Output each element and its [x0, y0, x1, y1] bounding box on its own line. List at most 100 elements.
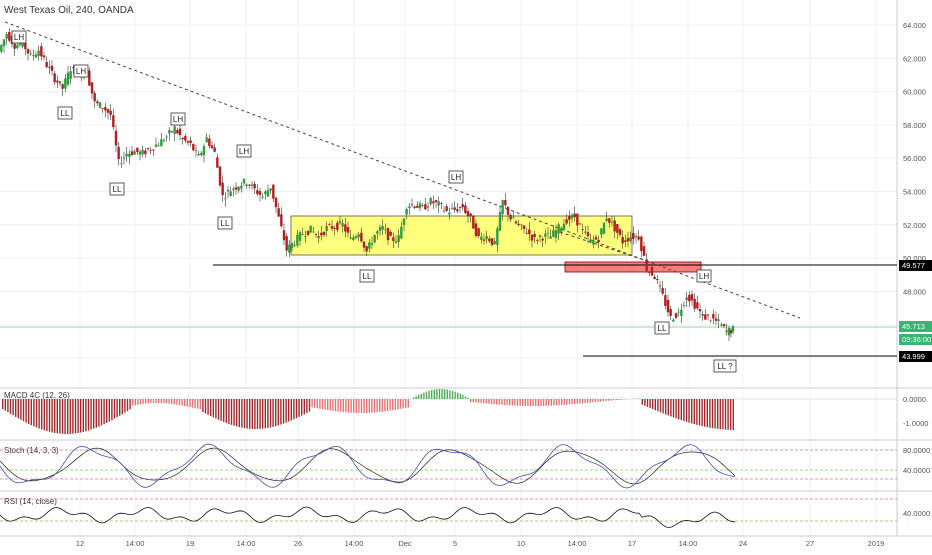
candle-body — [453, 207, 455, 209]
macd-bar — [5, 399, 6, 411]
candle-body — [101, 108, 103, 109]
macd-bar — [512, 399, 513, 405]
macd-bar — [254, 399, 255, 429]
macd-bar — [428, 391, 429, 399]
macd-bar — [272, 399, 273, 427]
candle-body — [611, 222, 613, 223]
candle-body — [509, 215, 511, 219]
candle-body — [643, 246, 645, 256]
swing-label-ll[interactable]: LL ? — [714, 360, 736, 372]
candle-body — [504, 200, 506, 205]
candle-body — [240, 186, 242, 189]
macd-bar — [366, 399, 367, 413]
candle-body — [381, 226, 383, 230]
macd-bar — [98, 399, 99, 427]
macd-bar — [434, 390, 435, 399]
candle-body — [656, 279, 658, 280]
price-tick-6: 52.000 — [903, 221, 926, 230]
macd-bar — [293, 399, 294, 419]
candle-body — [435, 200, 437, 202]
svg-text:LH: LH — [699, 272, 709, 281]
swing-label-lh[interactable]: LH — [74, 65, 88, 77]
macd-bar — [460, 394, 461, 399]
macd-bar — [288, 399, 289, 422]
candle-body — [267, 190, 269, 196]
macd-tick-1: -1.0000 — [903, 419, 928, 428]
candle-body — [640, 237, 642, 251]
macd-bar — [668, 399, 669, 415]
candle-body — [160, 139, 162, 146]
candle-body — [677, 312, 679, 313]
swing-label-ll[interactable]: LL — [58, 107, 72, 119]
macd-bar — [15, 399, 16, 417]
swing-label-ll[interactable]: LL — [360, 270, 374, 282]
swing-label-ll[interactable]: LL — [655, 322, 669, 334]
candle-body — [547, 233, 549, 234]
macd-bar — [283, 399, 284, 424]
candle-body — [301, 234, 303, 235]
macd-bar — [447, 390, 448, 399]
supply-zone[interactable] — [565, 262, 701, 272]
candle-body — [533, 234, 535, 237]
macd-bar — [350, 399, 351, 413]
macd-bar — [343, 399, 344, 412]
candle-body — [144, 150, 146, 154]
macd-bar — [522, 399, 523, 406]
macd-bar — [25, 399, 26, 423]
macd-bar — [551, 399, 552, 406]
macd-bar — [478, 399, 479, 403]
macd-bar — [608, 399, 609, 401]
candle-body — [389, 232, 391, 236]
macd-bar — [504, 399, 505, 405]
swing-label-lh[interactable]: LH — [12, 31, 26, 43]
candle-body — [373, 235, 375, 243]
macd-bar — [111, 399, 112, 420]
candle-body — [237, 187, 239, 191]
swing-label-ll[interactable]: LL — [110, 183, 124, 195]
swing-label-ll[interactable]: LL — [218, 217, 232, 229]
macd-bar — [556, 399, 557, 405]
macd-bar — [64, 399, 65, 434]
macd-bar — [327, 399, 328, 410]
macd-bar — [475, 399, 476, 403]
candle-body — [147, 148, 149, 149]
candle-body — [253, 184, 255, 189]
macd-bar — [415, 396, 416, 399]
candle-body — [544, 234, 546, 237]
swing-label-lh[interactable]: LH — [237, 145, 251, 157]
macd-bar — [691, 399, 692, 423]
macd-bar — [561, 399, 562, 405]
time-label-2: 19 — [186, 539, 194, 548]
macd-bar — [600, 399, 601, 402]
candle-body — [133, 151, 135, 154]
time-label-13: 27 — [806, 539, 814, 548]
svg-text:LL: LL — [113, 185, 122, 194]
candle-body — [651, 267, 653, 275]
candle-body — [645, 259, 647, 270]
candle-body — [357, 234, 359, 237]
candle-body — [517, 224, 519, 225]
macd-bar — [486, 399, 487, 404]
macd-bar — [610, 399, 611, 401]
macd-bar — [192, 399, 193, 408]
macd-bar — [158, 399, 159, 403]
candle-body — [35, 54, 37, 57]
candle-body — [312, 231, 314, 232]
macd-bar — [397, 399, 398, 409]
macd-bar — [649, 399, 650, 408]
consolidation-zone[interactable] — [291, 216, 632, 255]
swing-label-lh[interactable]: LH — [697, 270, 711, 282]
time-label-0: 12 — [76, 539, 84, 548]
candle-body — [141, 150, 143, 154]
macd-bar — [148, 399, 149, 403]
candle-body — [613, 220, 615, 231]
macd-bar — [590, 399, 591, 403]
macd-bar — [241, 399, 242, 428]
macd-bar — [83, 399, 84, 432]
candle-body — [520, 224, 522, 225]
macd-bar — [127, 399, 128, 411]
swing-label-lh[interactable]: LH — [171, 113, 185, 125]
swing-label-lh[interactable]: LH — [449, 171, 463, 183]
macd-bar — [501, 399, 502, 405]
